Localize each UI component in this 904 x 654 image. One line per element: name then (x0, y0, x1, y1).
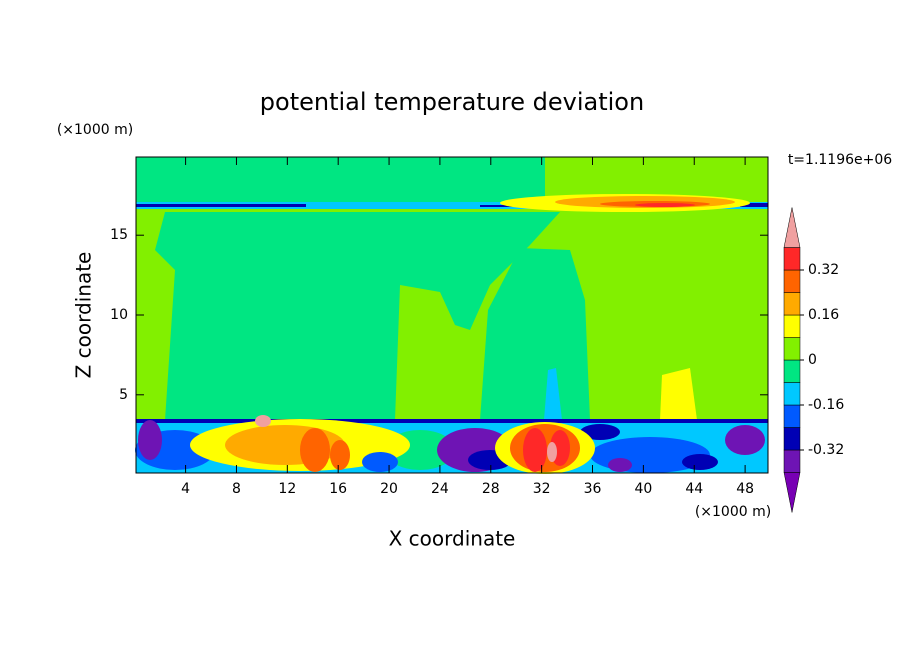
colorbar-box (783, 292, 801, 316)
contour-region (523, 428, 547, 472)
contour-region (136, 204, 306, 207)
contour-region (138, 420, 162, 460)
contour-region (682, 454, 718, 470)
y-tick-label: 15 (110, 227, 128, 243)
colorbar-tick-label: -0.16 (808, 397, 844, 413)
colorbar-box (783, 449, 801, 473)
contour-region (300, 428, 330, 472)
contour-field (135, 157, 768, 474)
x-tick-label: 16 (329, 481, 347, 497)
colorbar-arrow (783, 207, 801, 248)
contour-region (725, 425, 765, 455)
colorbar-arrow (783, 472, 801, 513)
contour-region (330, 440, 350, 470)
contour-region (136, 419, 768, 423)
time-label: t=1.1196e+06 (788, 152, 892, 168)
x-tick-label: 36 (584, 481, 602, 497)
contour-region (362, 452, 398, 472)
y-axis-label: Z coordinate (72, 252, 96, 379)
colorbar-tick-label: 0 (808, 352, 817, 368)
x-unit: (×1000 m) (695, 504, 771, 520)
colorbar-box (783, 382, 801, 406)
x-tick-label: 8 (232, 481, 241, 497)
contour-region (660, 368, 697, 420)
colorbar-tick-label: 0.32 (808, 262, 839, 278)
x-tick-label: 48 (736, 481, 754, 497)
colorbar-tick-label: -0.32 (808, 442, 844, 458)
contour-region (740, 203, 768, 207)
y-tick-label: 5 (119, 387, 128, 403)
contour-region (136, 202, 768, 209)
contour-region (544, 368, 562, 420)
x-tick-label: 40 (634, 481, 652, 497)
x-tick-label: 12 (278, 481, 296, 497)
colorbar-box (783, 314, 801, 338)
chart-title: potential temperature deviation (260, 88, 644, 116)
contour-region (480, 248, 590, 420)
colorbar-tick-label: 0.16 (808, 307, 839, 323)
contour-region (608, 458, 632, 472)
contour-region (255, 415, 271, 427)
x-tick-label: 20 (380, 481, 398, 497)
colorbar-box (783, 269, 801, 293)
x-tick-label: 4 (181, 481, 190, 497)
y-tick-label: 10 (110, 307, 128, 323)
x-tick-label: 24 (431, 481, 449, 497)
colorbar-box (783, 337, 801, 361)
x-tick-label: 44 (685, 481, 703, 497)
colorbar-box (783, 427, 801, 451)
colorbar-box (783, 247, 801, 271)
contour-region (547, 442, 557, 462)
contour-region (635, 203, 695, 207)
contour-region (580, 424, 620, 440)
colorbar-box (783, 404, 801, 428)
contour-region (136, 157, 545, 203)
contour-region (155, 212, 560, 420)
x-tick-label: 28 (482, 481, 500, 497)
x-tick-label: 32 (533, 481, 551, 497)
x-axis-label: X coordinate (389, 527, 516, 551)
y-unit: (×1000 m) (57, 122, 133, 138)
colorbar-box (783, 359, 801, 383)
